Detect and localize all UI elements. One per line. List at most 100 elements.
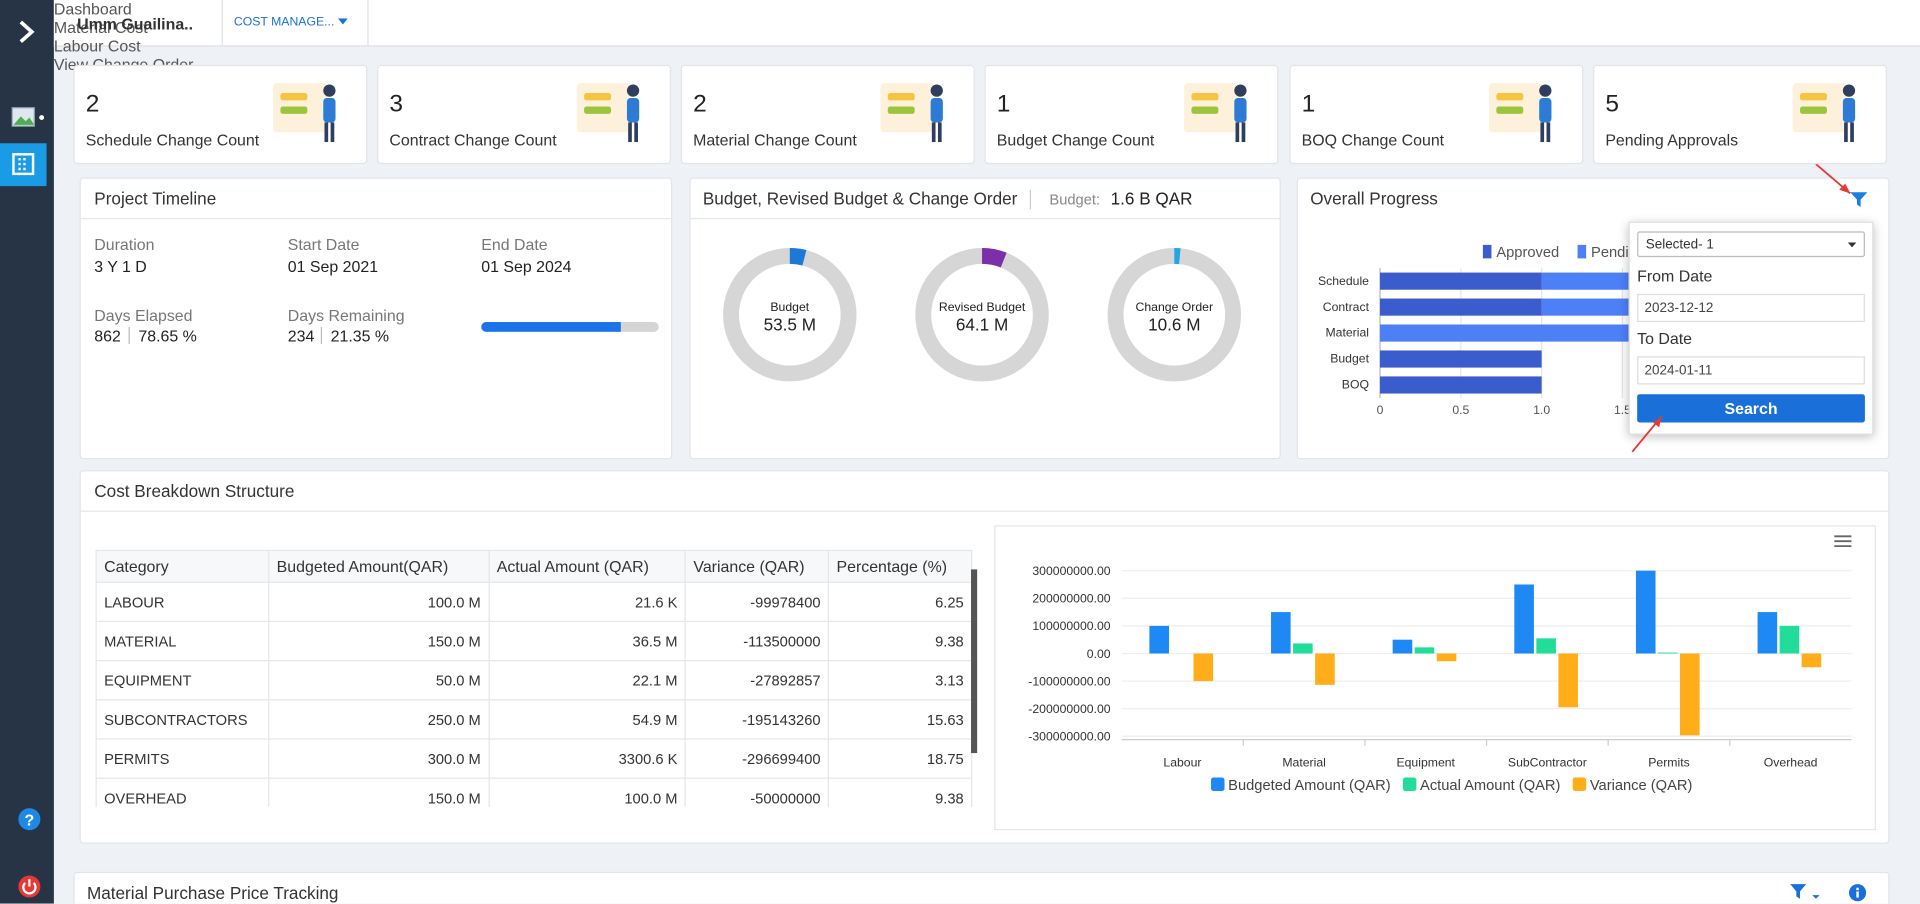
bar: [1437, 653, 1457, 661]
kpi-label: Budget Change Count: [997, 131, 1155, 149]
scrollbar[interactable]: [971, 569, 977, 753]
column-header: Category: [96, 550, 269, 582]
column-header: Budgeted Amount(QAR): [269, 550, 489, 582]
kpi-label: Contract Change Count: [389, 131, 556, 149]
legend-swatch: [1211, 778, 1224, 791]
info-icon[interactable]: [1848, 883, 1868, 903]
bar: [1780, 626, 1800, 654]
bar: [1380, 273, 1542, 290]
y-tick-label: 300000000.00: [1032, 564, 1110, 578]
label: To Date: [1637, 329, 1692, 347]
module-dropdown[interactable]: COST MANAGE...: [234, 16, 334, 29]
table-cell: 15.63: [829, 700, 972, 739]
x-tick-label: Permits: [1648, 756, 1689, 770]
divider: [129, 327, 130, 344]
divider: [367, 0, 368, 45]
kpi-illustration: [878, 76, 956, 147]
kpi-value: 2: [693, 91, 707, 119]
table-cell: PERMITS: [96, 739, 269, 778]
table-cell: LABOUR: [96, 582, 269, 621]
column-header: Actual Amount (QAR): [489, 550, 686, 582]
table-cell: 3.13: [829, 661, 972, 700]
donut-segment: [982, 256, 1004, 260]
bar: [1636, 571, 1656, 654]
bar: [1380, 376, 1542, 393]
divider: [1030, 190, 1031, 210]
table-cell: 300.0 M: [269, 739, 489, 778]
kpi-value: 1: [1302, 91, 1316, 119]
x-tick-label: 0.5: [1452, 403, 1469, 417]
kpi-illustration: [1790, 76, 1868, 147]
active-nav[interactable]: [0, 143, 47, 186]
y-tick-label: 200000000.00: [1032, 592, 1110, 606]
table-cell: 54.9 M: [489, 700, 686, 739]
bar: [1536, 638, 1556, 653]
dropdown-caret: [338, 18, 348, 25]
legend-label: Variance (QAR): [1590, 778, 1693, 794]
kpi-illustration: [574, 76, 652, 147]
search-button[interactable]: Search: [1637, 394, 1865, 422]
panel-title: Material Purchase Price Tracking: [87, 883, 339, 903]
expand-icon[interactable]: [16, 20, 38, 44]
kpi-value: 5: [1605, 91, 1619, 119]
table-cell: MATERIAL: [96, 621, 269, 660]
table-cell: 36.5 M: [489, 621, 686, 660]
select[interactable]: Selected- 1: [1637, 231, 1865, 257]
project-timeline-panel: Project Timeline Duration 3 Y 1 D Start …: [80, 178, 673, 460]
label: Days Elapsed: [94, 306, 192, 324]
date-input[interactable]: 2023-12-12: [1637, 294, 1865, 322]
table-scroll[interactable]: CategoryBudgeted Amount(QAR)Actual Amoun…: [96, 550, 978, 807]
kpi-card: 5Pending Approvals: [1593, 65, 1887, 164]
header-row: CategoryBudgeted Amount(QAR)Actual Amoun…: [96, 550, 972, 582]
value: 234: [288, 327, 315, 345]
kpi-label: Schedule Change Count: [86, 131, 259, 149]
bar: [1415, 647, 1435, 653]
y-tick-label: -100000000.00: [1028, 674, 1111, 688]
label: Budget:: [1049, 191, 1100, 208]
bar: [1514, 584, 1534, 653]
legend-swatch: [1578, 245, 1587, 258]
table-cell: 3300.6 K: [489, 739, 686, 778]
value: 3 Y 1 D: [94, 257, 147, 275]
table-row: EQUIPMENT50.0 M22.1 M-278928573.13: [96, 661, 972, 700]
y-tick-label: Material: [1325, 326, 1369, 340]
x-tick-label: SubContractor: [1508, 756, 1587, 770]
divider: [81, 218, 671, 219]
filter-popup: Selected- 1 From Date 2023-12-12 To Date…: [1629, 222, 1874, 435]
project-name[interactable]: Umm Guailina..: [77, 15, 193, 33]
kpi-label: Material Change Count: [693, 131, 857, 149]
table-cell: 9.38: [829, 621, 972, 660]
kpi-label: BOQ Change Count: [1302, 131, 1444, 149]
x-tick-label: 1.0: [1533, 403, 1550, 417]
kpi-value: 1: [997, 91, 1011, 119]
nav-tab[interactable]: Labour Cost: [54, 37, 1920, 55]
kpi-value: 3: [389, 91, 403, 119]
donut-label: Budget: [770, 300, 809, 314]
cost-breakdown-panel: Cost Breakdown Structure CategoryBudgete…: [80, 470, 1890, 843]
donut-segment: [790, 256, 805, 258]
logout-icon[interactable]: [17, 874, 41, 898]
sidebar: ?: [0, 0, 54, 904]
image-icon[interactable]: [11, 107, 45, 129]
kpi-illustration: [271, 76, 349, 147]
donut-label: Revised Budget: [939, 300, 1026, 314]
table-cell: 100.0 M: [489, 778, 686, 807]
menu-icon[interactable]: [1834, 536, 1851, 546]
value: 01 Sep 2021: [288, 257, 378, 275]
help-icon[interactable]: ?: [17, 807, 41, 831]
x-tick-label: Equipment: [1396, 756, 1455, 770]
table-cell: 6.25: [829, 582, 972, 621]
table-cell: 100.0 M: [269, 582, 489, 621]
column-header: Variance (QAR): [685, 550, 828, 582]
table-cell: -113500000: [685, 621, 828, 660]
table-cell: EQUIPMENT: [96, 661, 269, 700]
date-input[interactable]: 2024-01-11: [1637, 356, 1865, 384]
material-tracking-panel: Material Purchase Price Tracking: [73, 872, 1889, 904]
caret: [1848, 242, 1857, 248]
table-cell: 21.6 K: [489, 582, 686, 621]
legend-label: Budgeted Amount (QAR): [1228, 778, 1390, 794]
filter-icon[interactable]: [1789, 883, 1826, 903]
y-tick-label: 0.00: [1087, 647, 1111, 661]
table-cell: 150.0 M: [269, 778, 489, 807]
label: From Date: [1637, 267, 1712, 285]
